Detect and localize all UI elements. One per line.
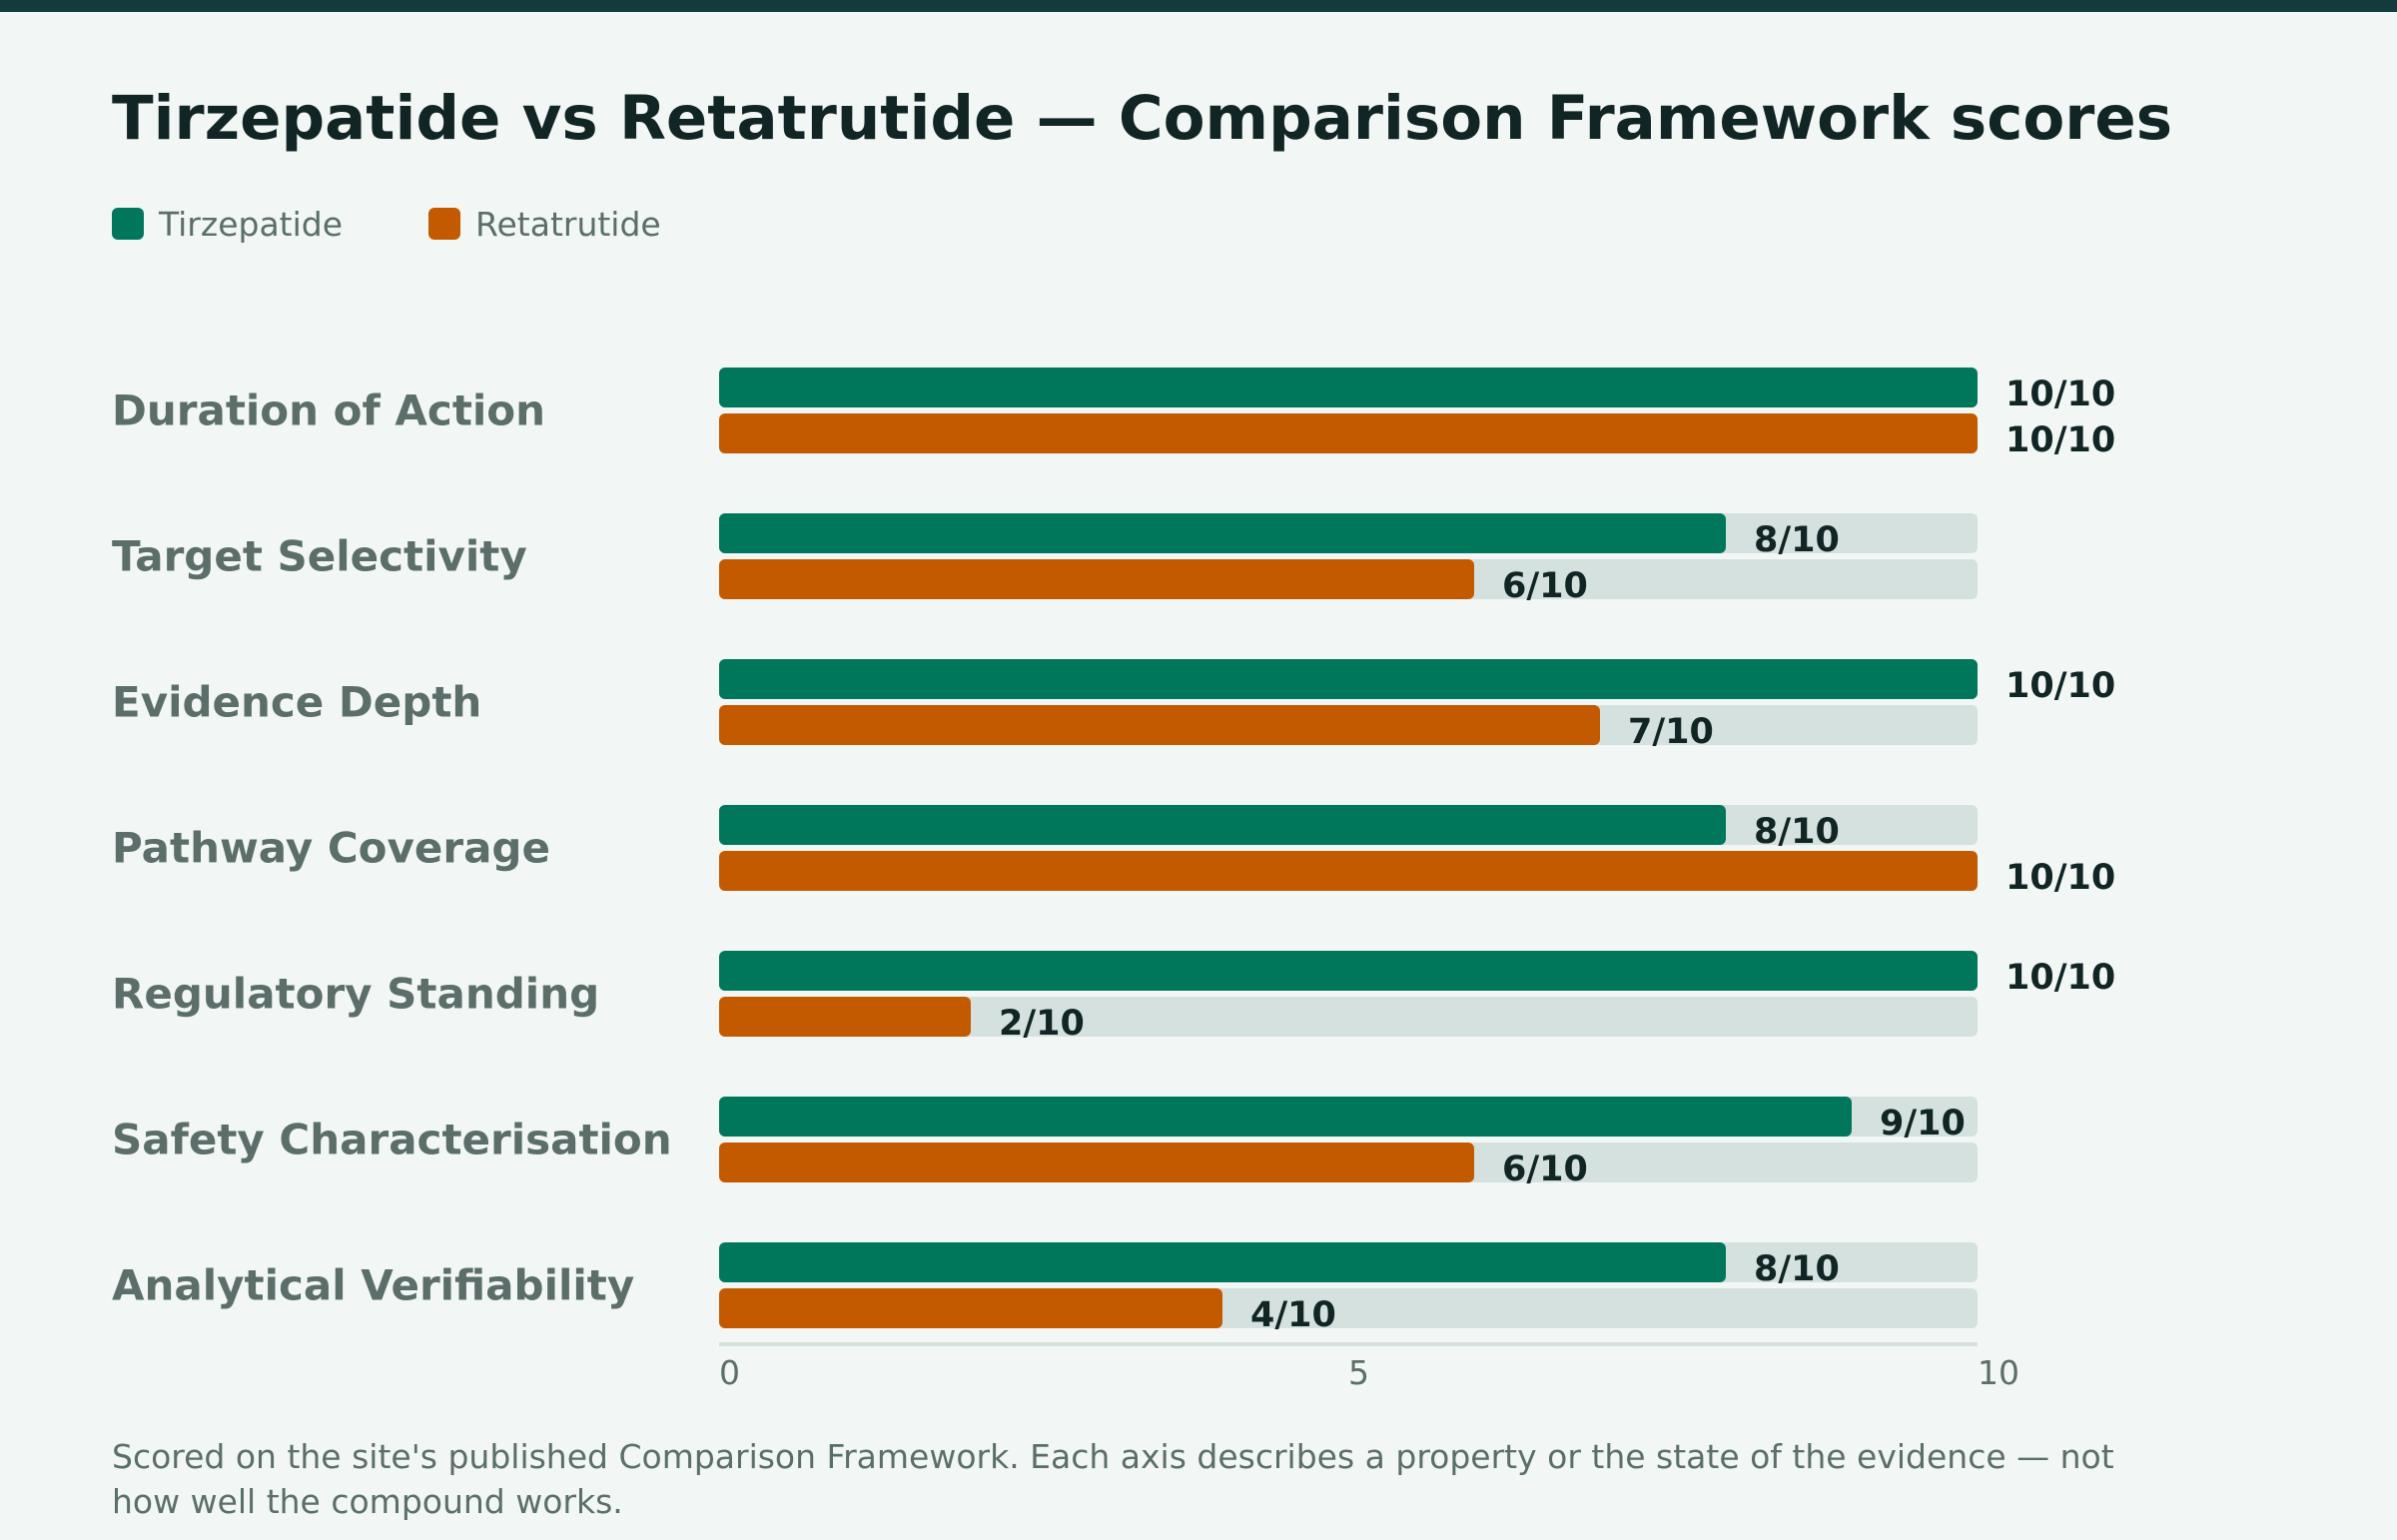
bar-retatrutide-regulatory-standing: [719, 997, 971, 1037]
x-tick-label-10: 10: [1978, 1353, 2019, 1392]
bar-track-retatrutide-regulatory-standing: [719, 997, 1978, 1037]
chart-legend: Tirzepatide Retatrutide: [112, 204, 747, 244]
value-label-retatrutide-target-selectivity: 6/10: [1502, 566, 1588, 606]
value-label-retatrutide-safety-characterisation: 6/10: [1502, 1150, 1588, 1189]
bar-tirzepatide-analytical-verifiability: [719, 1242, 1726, 1282]
value-label-retatrutide-duration-of-action: 10/10: [2005, 420, 2115, 460]
value-label-tirzepatide-safety-characterisation: 9/10: [1880, 1104, 1966, 1144]
bar-retatrutide-target-selectivity: [719, 559, 1474, 599]
value-label-retatrutide-regulatory-standing: 2/10: [999, 1004, 1085, 1044]
x-tick-label-5: 5: [1348, 1353, 1369, 1392]
legend-item-tirzepatide: Tirzepatide: [112, 205, 343, 244]
bar-tirzepatide-regulatory-standing: [719, 951, 1978, 991]
value-label-retatrutide-evidence-depth: 7/10: [1628, 712, 1714, 752]
value-label-retatrutide-pathway-coverage: 10/10: [2005, 858, 2115, 898]
bar-tirzepatide-evidence-depth: [719, 659, 1978, 699]
legend-swatch-retatrutide: [428, 208, 461, 240]
category-label-duration-of-action: Duration of Action: [112, 386, 545, 435]
legend-label-retatrutide: Retatrutide: [475, 204, 661, 244]
category-label-analytical-verifiability: Analytical Verifiability: [112, 1261, 634, 1310]
category-label-target-selectivity: Target Selectivity: [112, 532, 527, 581]
chart-title: Tirzepatide vs Retatrutide — Comparison …: [112, 83, 2173, 154]
bar-retatrutide-duration-of-action: [719, 413, 1978, 453]
legend-item-retatrutide: Retatrutide: [428, 205, 661, 244]
bar-retatrutide-evidence-depth: [719, 705, 1600, 745]
bar-tirzepatide-duration-of-action: [719, 368, 1978, 407]
value-label-retatrutide-analytical-verifiability: 4/10: [1250, 1295, 1336, 1335]
value-label-tirzepatide-regulatory-standing: 10/10: [2005, 958, 2115, 998]
bar-retatrutide-pathway-coverage: [719, 851, 1978, 891]
chart-footnote: Scored on the site's published Compariso…: [112, 1437, 2114, 1521]
category-label-safety-characterisation: Safety Characterisation: [112, 1116, 672, 1164]
category-label-evidence-depth: Evidence Depth: [112, 678, 481, 727]
value-label-tirzepatide-evidence-depth: 10/10: [2005, 666, 2115, 706]
value-label-tirzepatide-duration-of-action: 10/10: [2005, 375, 2115, 414]
bar-retatrutide-safety-characterisation: [719, 1143, 1474, 1182]
value-label-tirzepatide-analytical-verifiability: 8/10: [1754, 1249, 1840, 1289]
legend-swatch-tirzepatide: [112, 208, 144, 240]
bar-tirzepatide-safety-characterisation: [719, 1097, 1852, 1137]
category-label-regulatory-standing: Regulatory Standing: [112, 970, 599, 1019]
category-label-pathway-coverage: Pathway Coverage: [112, 824, 550, 873]
legend-label-tirzepatide: Tirzepatide: [159, 204, 344, 244]
value-label-tirzepatide-target-selectivity: 8/10: [1754, 520, 1840, 560]
top-accent-band: [0, 0, 2397, 12]
bar-tirzepatide-target-selectivity: [719, 513, 1726, 553]
value-label-tirzepatide-pathway-coverage: 8/10: [1754, 812, 1840, 852]
bar-retatrutide-analytical-verifiability: [719, 1288, 1222, 1328]
bar-tirzepatide-pathway-coverage: [719, 805, 1726, 845]
x-tick-label-0: 0: [719, 1353, 740, 1392]
